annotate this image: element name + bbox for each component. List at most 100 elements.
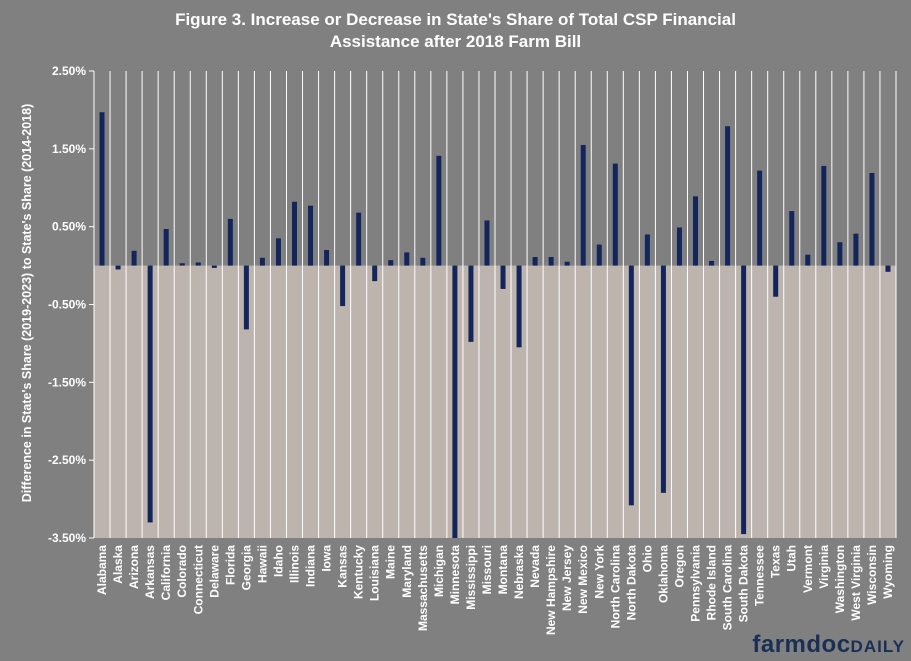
bar xyxy=(532,257,538,266)
x-tick-label: Nevada xyxy=(528,545,542,588)
bars xyxy=(99,112,891,538)
chart-title-line1: Figure 3. Increase or Decrease in State'… xyxy=(175,10,736,29)
bar xyxy=(211,265,217,268)
bar xyxy=(99,112,105,266)
x-tick-label: Washington xyxy=(833,545,847,613)
x-tick-label: Iowa xyxy=(320,545,334,572)
x-tick-label: Connecticut xyxy=(191,545,205,614)
x-tick-label: Georgia xyxy=(239,545,253,591)
bar xyxy=(275,238,281,266)
bar xyxy=(227,218,233,266)
x-tick-label: Oklahoma xyxy=(656,545,670,603)
bar xyxy=(676,227,682,266)
x-tick-label: Arkansas xyxy=(143,545,157,599)
grid-lines xyxy=(93,71,897,538)
bar xyxy=(195,262,201,266)
x-tick-label: Pennsylvania xyxy=(689,545,703,622)
x-tick-label: Ohio xyxy=(640,545,654,572)
x-tick-label: South Dakota xyxy=(737,545,751,623)
bar xyxy=(147,265,153,523)
x-tick-label: Florida xyxy=(223,545,237,585)
bar xyxy=(163,229,169,266)
x-tick-label: New Jersey xyxy=(560,545,574,611)
bar xyxy=(324,250,330,266)
bar xyxy=(564,261,570,266)
x-tick-label: Alaska xyxy=(111,545,125,584)
x-tick-label: Kentucky xyxy=(352,545,366,599)
bar xyxy=(805,254,811,266)
x-tick-label: Maryland xyxy=(400,545,414,598)
y-tick-label: -3.50% xyxy=(48,531,86,545)
y-tick-label: -2.50% xyxy=(48,453,86,467)
x-tick-label: Wisconsin xyxy=(865,545,879,605)
x-tick-label: Illinois xyxy=(288,545,302,583)
y-tick-label: 2.50% xyxy=(52,64,86,78)
bar xyxy=(885,265,891,272)
bar xyxy=(372,265,378,282)
y-tick-label: 1.50% xyxy=(52,142,86,156)
x-tick-label: Rhode Island xyxy=(705,545,719,620)
x-tick-label: West Virginia xyxy=(849,545,863,621)
x-tick-label: New Mexico xyxy=(576,545,590,614)
bar xyxy=(837,242,843,266)
y-axis-label: Difference in State's Share (2019-2023) … xyxy=(20,104,34,503)
x-tick-label: Mississippi xyxy=(464,545,478,610)
bar xyxy=(243,265,249,330)
y-tick-label: -0.50% xyxy=(48,298,86,312)
bar xyxy=(596,244,602,266)
bar xyxy=(340,265,346,307)
x-tick-label: North Dakota xyxy=(624,545,638,621)
bar xyxy=(115,265,121,270)
brand-logo-part2: DAILY xyxy=(850,637,905,656)
x-tick-label: Tennessee xyxy=(753,545,767,606)
x-tick-label: Utah xyxy=(785,545,799,572)
bar xyxy=(773,265,779,297)
x-tick-label: Indiana xyxy=(304,545,318,587)
bar xyxy=(612,163,618,266)
bar xyxy=(709,260,715,266)
bar xyxy=(292,201,297,266)
bar xyxy=(388,260,394,266)
bar xyxy=(548,257,554,266)
bar xyxy=(789,211,795,266)
bar xyxy=(725,126,731,266)
bar xyxy=(404,252,410,266)
x-tick-label: New Hampshire xyxy=(544,545,558,635)
bar xyxy=(131,250,137,266)
x-tick-label: California xyxy=(159,545,173,601)
bar xyxy=(259,257,265,266)
x-tick-label: Arizona xyxy=(127,545,141,589)
bar xyxy=(821,165,827,266)
x-tick-label: Massachusetts xyxy=(416,545,430,631)
x-axis-ticks: Alabama Alaska Arizona Arkansas California Co… xyxy=(95,545,895,635)
x-tick-label: Delaware xyxy=(207,545,221,598)
y-tick-label: 0.50% xyxy=(52,220,86,234)
x-tick-label: Maine xyxy=(384,545,398,579)
brand-logo-part1: farmdoc xyxy=(752,631,851,658)
x-tick-label: Montana xyxy=(496,545,510,595)
x-tick-label: Vermont xyxy=(801,545,815,593)
x-tick-label: Minnesota xyxy=(448,545,462,605)
bar xyxy=(500,265,506,289)
bar xyxy=(693,196,698,266)
bar xyxy=(644,234,650,266)
bar xyxy=(757,170,763,266)
x-tick-label: North Carolina xyxy=(608,545,622,629)
chart-title-line2: Assistance after 2018 Farm Bill xyxy=(329,32,582,51)
bar xyxy=(484,220,490,266)
y-tick-label: -1.50% xyxy=(48,375,86,389)
bar xyxy=(179,263,185,266)
x-tick-label: Virginia xyxy=(817,545,831,589)
y-axis-ticks: 2.50% 1.50% 0.50% -0.50% -1.50% -2.50% -3.50% xyxy=(48,64,95,545)
bar xyxy=(420,257,426,266)
x-tick-label: Texas xyxy=(769,545,783,578)
x-tick-label: Louisiana xyxy=(368,545,382,601)
bar xyxy=(452,265,458,538)
x-tick-label: Michigan xyxy=(432,545,446,597)
x-tick-label: Kansas xyxy=(336,545,350,588)
brand-logo: farmdocDAILY xyxy=(752,631,905,659)
bar xyxy=(516,265,522,348)
bar xyxy=(308,205,314,266)
